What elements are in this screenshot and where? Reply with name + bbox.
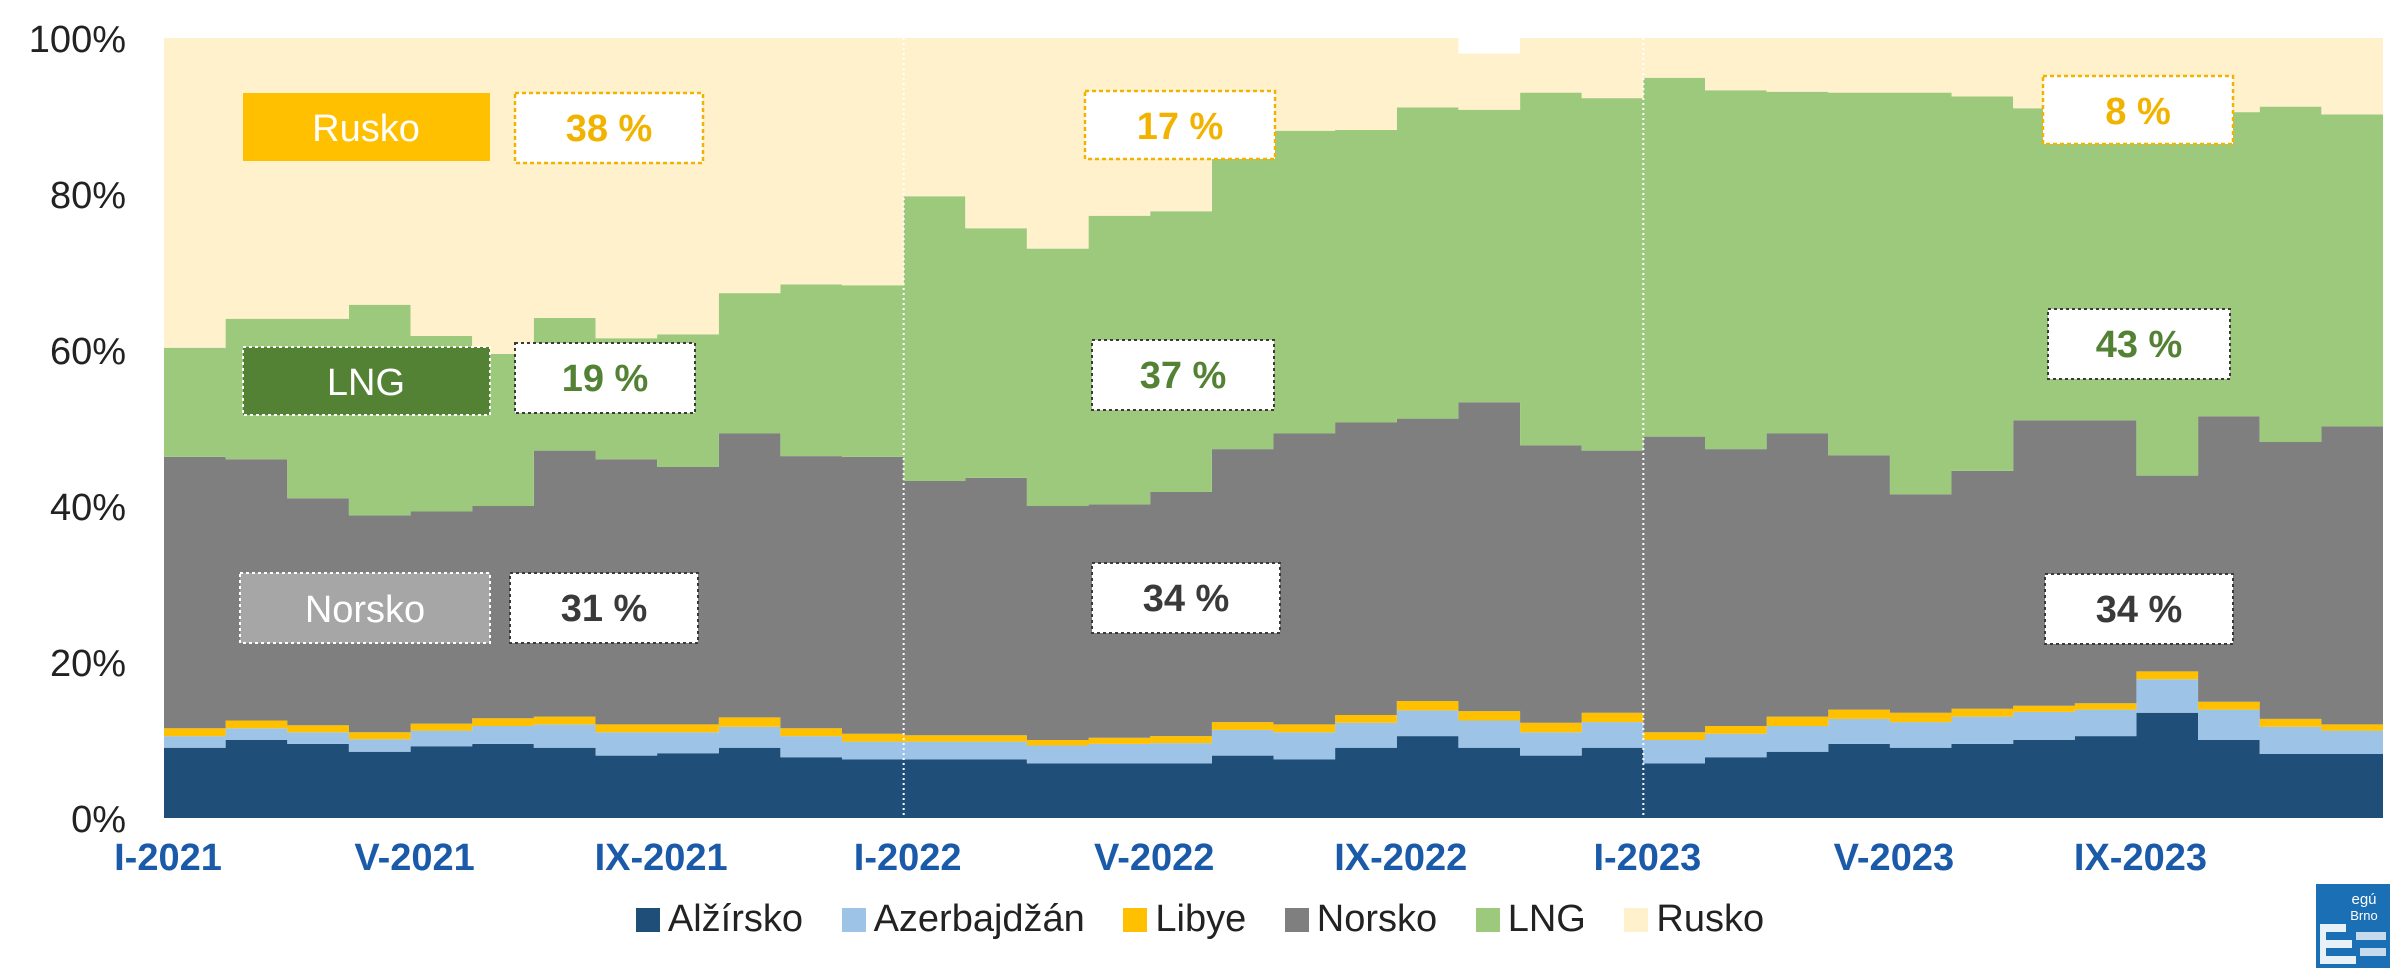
legend: Alžírsko Azerbajdžán Libye Norsko LNG Ru… bbox=[0, 898, 2400, 942]
y-axis: 0% 20% 40% 60% 80% 100% bbox=[29, 19, 126, 841]
legend-label: Alžírsko bbox=[667, 898, 803, 940]
norsko-row-label: Norsko bbox=[239, 572, 491, 644]
year-dividers bbox=[902, 38, 1645, 818]
legend-label: Azerbajdžán bbox=[873, 898, 1085, 940]
y-tick-label: 60% bbox=[50, 331, 126, 373]
series-area-azerbajdzan bbox=[164, 679, 2383, 764]
x-tick-label: I-2023 bbox=[1593, 837, 1701, 879]
svg-text:37 %: 37 % bbox=[1140, 355, 1227, 397]
svg-text:34 %: 34 % bbox=[2096, 589, 2183, 631]
rusko-row-label: Rusko bbox=[243, 93, 490, 161]
norsko-2023-share: 34 % bbox=[2044, 573, 2234, 645]
lng-2023-share: 43 % bbox=[2047, 308, 2231, 380]
series-area-alzirsko bbox=[164, 712, 2383, 818]
svg-text:43 %: 43 % bbox=[2096, 324, 2183, 366]
legend-item-norsko: Norsko bbox=[1284, 898, 1438, 941]
x-axis: I-2021 V-2021 IX-2021 I-2022 V-2022 IX-2022 I-… bbox=[114, 837, 2207, 879]
x-tick-label: I-2022 bbox=[854, 837, 962, 879]
legend-label: LNG bbox=[1507, 898, 1586, 940]
norsko-2022-share: 34 % bbox=[1091, 562, 1281, 634]
rusko-2022-share: 17 % bbox=[1083, 89, 1277, 161]
legend-swatch bbox=[1123, 907, 1148, 932]
series-area-lng bbox=[164, 77, 2383, 516]
rusko-2021-share: 38 % bbox=[513, 91, 705, 165]
x-tick-label: V-2022 bbox=[1094, 837, 1214, 879]
legend-item-rusko: Rusko bbox=[1624, 898, 1764, 941]
svg-text:34 %: 34 % bbox=[1143, 578, 1230, 620]
legend-label: Norsko bbox=[1316, 898, 1438, 940]
svg-text:17 %: 17 % bbox=[1137, 106, 1224, 148]
x-tick-label: IX-2023 bbox=[2074, 837, 2207, 879]
x-tick-label: V-2023 bbox=[1834, 837, 1954, 879]
y-tick-label: 80% bbox=[50, 175, 126, 217]
y-tick-label: 100% bbox=[29, 19, 126, 61]
svg-text:8 %: 8 % bbox=[2105, 91, 2170, 133]
legend-swatch bbox=[1624, 907, 1649, 932]
legend-item-azerbajdzan: Azerbajdžán bbox=[841, 898, 1085, 941]
legend-swatch bbox=[841, 907, 866, 932]
legend-swatch bbox=[1284, 907, 1309, 932]
legend-swatch bbox=[1475, 907, 1500, 932]
x-tick-label: I-2021 bbox=[114, 837, 222, 879]
lng-label-text: LNG bbox=[327, 362, 405, 404]
norsko-label-text: Norsko bbox=[305, 589, 425, 631]
legend-swatch bbox=[635, 907, 660, 932]
legend-item-libye: Libye bbox=[1123, 898, 1246, 941]
lng-2022-share: 37 % bbox=[1091, 339, 1275, 411]
x-tick-label: IX-2021 bbox=[595, 837, 728, 879]
norsko-2021-share: 31 % bbox=[509, 572, 699, 644]
y-tick-label: 40% bbox=[50, 487, 126, 529]
logo-text-line2: Brno bbox=[2350, 908, 2377, 923]
series-area-libye bbox=[164, 671, 2383, 746]
rusko-2023-share: 8 % bbox=[2041, 74, 2235, 146]
legend-item-alzirsko: Alžírsko bbox=[635, 898, 803, 941]
series-area-rusko bbox=[164, 38, 2383, 354]
lng-2021-share: 19 % bbox=[514, 342, 696, 414]
x-tick-label: V-2021 bbox=[354, 837, 474, 879]
x-tick-label: IX-2022 bbox=[1334, 837, 1467, 879]
svg-text:38 %: 38 % bbox=[566, 108, 653, 150]
y-tick-label: 0% bbox=[71, 799, 126, 841]
egu-brno-logo: egú Brno bbox=[2316, 884, 2390, 968]
legend-label: Rusko bbox=[1656, 898, 1765, 940]
legend-item-lng: LNG bbox=[1475, 898, 1586, 941]
logo-text-line1: egú bbox=[2351, 891, 2376, 908]
legend-label: Libye bbox=[1155, 898, 1247, 940]
rusko-label-text: Rusko bbox=[312, 108, 420, 150]
y-tick-label: 20% bbox=[50, 643, 126, 685]
lng-row-label: LNG bbox=[242, 346, 491, 416]
svg-text:31 %: 31 % bbox=[561, 588, 648, 630]
svg-text:19 %: 19 % bbox=[562, 358, 649, 400]
